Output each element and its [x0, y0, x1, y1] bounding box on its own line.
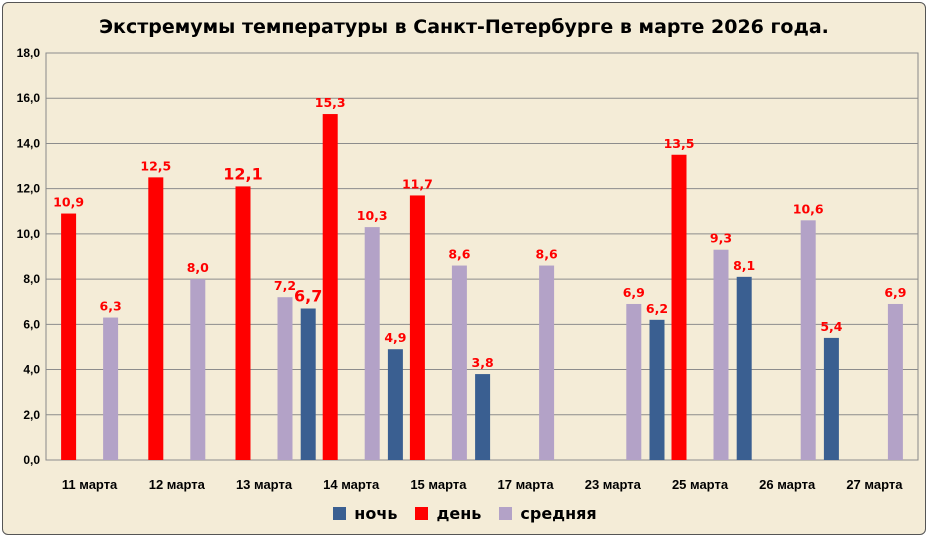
- legend-swatch: [333, 507, 347, 520]
- data-label: 12,1: [223, 164, 262, 183]
- data-label: 6,2: [646, 301, 668, 316]
- bar-средняя: [887, 303, 903, 460]
- y-tick-label: 10,0: [17, 227, 41, 241]
- x-category-label: 27 марта: [846, 477, 903, 492]
- bar-день: [61, 213, 77, 460]
- y-tick-label: 18,0: [17, 46, 41, 60]
- x-category-label: 17 марта: [498, 477, 555, 492]
- bar-средняя: [103, 317, 119, 460]
- data-label: 8,6: [448, 247, 470, 262]
- legend-swatch: [415, 507, 429, 520]
- bar-средняя: [277, 297, 293, 460]
- legend-label: средняя: [520, 504, 597, 523]
- bar-средняя: [364, 227, 380, 460]
- x-category-label: 23 марта: [585, 477, 642, 492]
- x-category-label: 11 марта: [62, 477, 118, 492]
- data-label: 8,6: [536, 247, 558, 262]
- bar-средняя: [539, 265, 555, 460]
- y-tick-label: 14,0: [17, 136, 41, 150]
- bar-средняя: [800, 220, 816, 460]
- legend-swatch: [499, 507, 513, 520]
- y-tick-label: 16,0: [17, 91, 41, 105]
- legend-item: ночь: [333, 504, 397, 523]
- data-label: 4,9: [384, 330, 406, 345]
- data-label: 8,1: [733, 258, 755, 273]
- data-label: 6,7: [294, 287, 322, 306]
- data-label: 10,6: [793, 201, 824, 216]
- bar-ночь: [736, 276, 752, 460]
- x-category-label: 26 марта: [759, 477, 816, 492]
- legend-label: день: [436, 504, 482, 523]
- data-label: 7,2: [274, 278, 296, 293]
- data-label: 5,4: [820, 319, 842, 334]
- y-tick-label: 4,0: [23, 363, 40, 377]
- legend-label: ночь: [354, 504, 398, 523]
- data-label: 15,3: [315, 95, 346, 110]
- data-label: 8,0: [187, 260, 209, 275]
- bar-средняя: [451, 265, 467, 460]
- bar-день: [148, 177, 164, 460]
- y-tick-label: 12,0: [17, 182, 41, 196]
- bar-день: [235, 186, 251, 460]
- y-tick-label: 0,0: [23, 453, 40, 467]
- bar-средняя: [626, 303, 642, 460]
- bar-ночь: [387, 349, 403, 460]
- data-label: 12,5: [140, 158, 171, 173]
- chart-title: Экстремумы температуры в Санкт-Петербург…: [99, 16, 829, 38]
- bar-ночь: [823, 337, 839, 460]
- bar-день: [671, 154, 687, 460]
- bar-ночь: [475, 374, 491, 460]
- y-tick-label: 2,0: [23, 408, 40, 422]
- x-category-label: 14 марта: [323, 477, 380, 492]
- x-category-label: 13 марта: [236, 477, 293, 492]
- legend-item: средняя: [499, 504, 597, 523]
- y-tick-label: 8,0: [23, 272, 40, 286]
- bar-средняя: [713, 249, 729, 460]
- data-label: 6,9: [623, 285, 645, 300]
- data-label: 10,9: [53, 195, 84, 210]
- data-label: 6,9: [884, 285, 906, 300]
- y-tick-label: 6,0: [23, 317, 40, 331]
- bar-день: [409, 195, 425, 460]
- bar-ночь: [649, 319, 665, 460]
- data-label: 10,3: [357, 208, 388, 223]
- x-category-label: 15 марта: [410, 477, 467, 492]
- bar-ночь: [300, 308, 316, 460]
- bar-средняя: [190, 279, 206, 460]
- bar-день: [322, 114, 338, 461]
- data-label: 11,7: [402, 176, 433, 191]
- chart-legend: ночь день средняя: [0, 504, 930, 523]
- data-label: 6,3: [100, 299, 122, 314]
- data-label: 13,5: [664, 136, 695, 151]
- x-category-label: 12 марта: [149, 477, 206, 492]
- data-label: 3,8: [472, 355, 494, 370]
- legend-item: день: [415, 504, 481, 523]
- data-label: 9,3: [710, 231, 732, 246]
- x-category-label: 25 марта: [672, 477, 729, 492]
